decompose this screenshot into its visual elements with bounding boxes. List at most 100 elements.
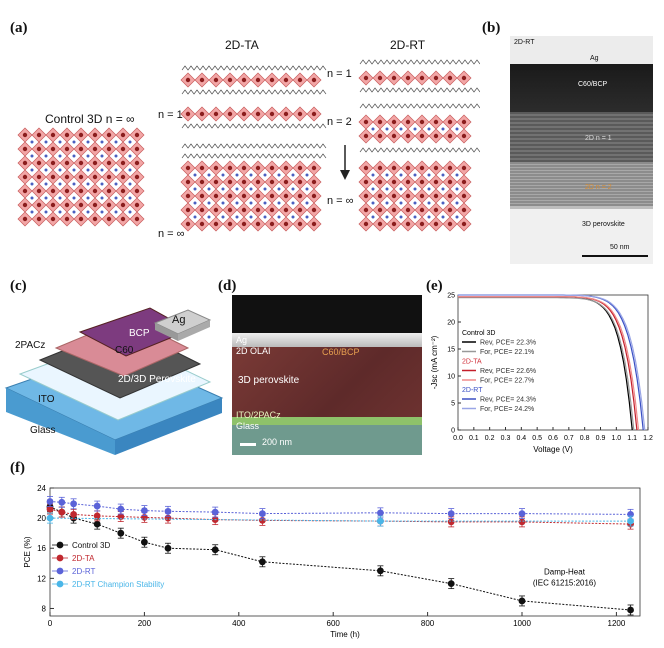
cation	[371, 173, 375, 177]
cation	[455, 127, 459, 131]
cation	[128, 210, 132, 214]
lead-atom	[419, 221, 425, 227]
lead-atom	[447, 119, 453, 125]
tem-scale-bar	[582, 255, 648, 257]
lead-atom	[50, 202, 56, 208]
lead-atom	[363, 133, 369, 139]
cation	[399, 173, 403, 177]
cation	[399, 215, 403, 219]
lead-atom	[377, 133, 383, 139]
lead-atom	[213, 193, 219, 199]
lead-atom	[269, 77, 275, 83]
cation	[114, 168, 118, 172]
stab-legend-entry: 2D-RT Champion Stability	[72, 580, 164, 589]
lead-atom	[241, 111, 247, 117]
jv-curve	[458, 296, 640, 431]
lead-atom	[433, 193, 439, 199]
stack-c60-label: C60	[115, 345, 134, 356]
cation	[385, 127, 389, 131]
lead-atom	[36, 174, 42, 180]
cation	[277, 187, 281, 191]
stab-data-point	[211, 508, 219, 516]
tem-ag-label: Ag	[590, 55, 599, 62]
stab-ytick-label: 20	[37, 514, 46, 523]
lead-atom	[405, 179, 411, 185]
lead-atom	[377, 75, 383, 81]
lead-atom	[391, 193, 397, 199]
lead-atom	[405, 165, 411, 171]
lead-atom	[120, 174, 126, 180]
lead-atom	[297, 179, 303, 185]
lead-atom	[78, 160, 84, 166]
lead-atom	[78, 146, 84, 152]
jv-xtick-label: 0.9	[596, 435, 606, 442]
lead-atom	[433, 165, 439, 171]
sem-glass-label: Glass	[236, 421, 260, 431]
stack-2pacz-label: 2PACz	[15, 340, 46, 351]
cation	[221, 173, 225, 177]
lead-atom	[269, 207, 275, 213]
stab-legend-entry: Control 3D	[72, 541, 110, 550]
cation	[114, 196, 118, 200]
cation	[291, 173, 295, 177]
lead-atom	[363, 165, 369, 171]
organic-spacer	[359, 59, 480, 65]
lead-atom	[106, 174, 112, 180]
lead-atom	[311, 111, 317, 117]
device-stack-diagram	[4, 307, 224, 455]
lead-atom	[269, 179, 275, 185]
cation	[221, 187, 225, 191]
stab-xtick-label: 600	[327, 619, 341, 628]
lead-atom	[363, 193, 369, 199]
lead-atom	[36, 216, 42, 222]
lead-atom	[199, 179, 205, 185]
cation	[44, 154, 48, 158]
lead-atom	[283, 111, 289, 117]
lead-atom	[391, 119, 397, 125]
lead-atom	[297, 165, 303, 171]
cation	[441, 127, 445, 131]
lead-atom	[241, 165, 247, 171]
rt-n2-label: n = 2	[327, 116, 352, 128]
lead-atom	[50, 216, 56, 222]
lead-atom	[199, 221, 205, 227]
lead-atom	[227, 179, 233, 185]
lead-atom	[199, 77, 205, 83]
jv-curve-chart: 0.0 0.1 0.2 0.3 0.4 0.5 0.6 0.7 0.8 0.9 1.0 1.1 1.2 0…	[430, 293, 653, 455]
jv-legend-entry: For, PCE= 24.2%	[480, 406, 534, 413]
stab-data-point	[447, 518, 455, 526]
cation	[30, 168, 34, 172]
lead-atom	[185, 221, 191, 227]
lead-atom	[311, 179, 317, 185]
lead-atom	[22, 216, 28, 222]
cation	[100, 210, 104, 214]
organic-spacer	[181, 89, 327, 95]
cation	[277, 201, 281, 205]
lead-atom	[227, 165, 233, 171]
cation	[100, 168, 104, 172]
cation	[193, 201, 197, 205]
cation	[72, 140, 76, 144]
cation	[235, 215, 239, 219]
stab-data-point	[377, 567, 384, 575]
lead-atom	[461, 133, 467, 139]
organic-spacer	[181, 123, 327, 129]
2d-ta-title: 2D-TA	[225, 38, 259, 52]
sem-perovskite-label: 3D perovskite	[238, 375, 300, 386]
stab-data-point	[518, 518, 526, 526]
cation	[44, 182, 48, 186]
lead-atom	[199, 165, 205, 171]
lead-atom	[297, 207, 303, 213]
cation	[291, 215, 295, 219]
cation	[441, 173, 445, 177]
stab-ytick-label: 8	[42, 604, 47, 613]
cation	[399, 201, 403, 205]
cation	[86, 140, 90, 144]
cation	[385, 215, 389, 219]
panel-f-label: (f)	[10, 460, 25, 476]
cation	[249, 173, 253, 177]
lead-atom	[92, 160, 98, 166]
lead-atom	[447, 193, 453, 199]
lead-atom	[255, 77, 261, 83]
lead-atom	[106, 188, 112, 194]
